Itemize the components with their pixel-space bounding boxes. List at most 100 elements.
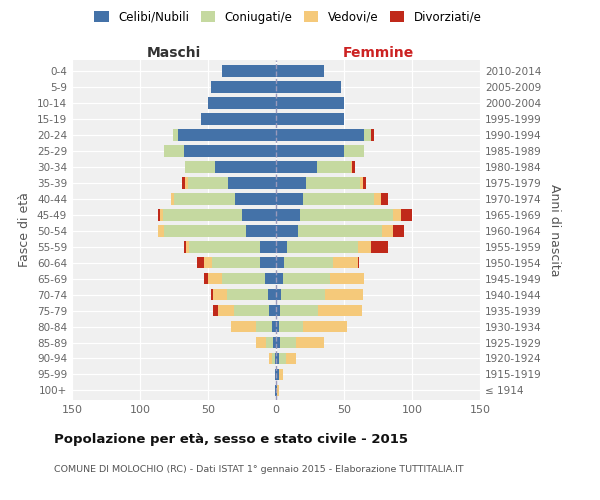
Bar — [371, 130, 374, 141]
Bar — [351, 161, 352, 172]
Bar — [276, 114, 344, 125]
Bar — [160, 209, 163, 220]
Bar — [158, 209, 160, 220]
Legend: Celibi/Nubili, Coniugati/e, Vedovi/e, Divorziati/e: Celibi/Nubili, Coniugati/e, Vedovi/e, Di… — [89, 6, 487, 28]
Bar — [231, 321, 256, 332]
Bar — [279, 321, 303, 332]
Bar — [204, 257, 212, 268]
Bar — [272, 321, 276, 332]
Bar — [284, 257, 333, 268]
Bar — [221, 66, 276, 77]
Bar — [221, 273, 265, 284]
Bar — [301, 209, 393, 220]
Bar — [242, 209, 276, 220]
Bar — [374, 193, 381, 204]
Bar — [178, 130, 276, 141]
Bar — [303, 321, 347, 332]
Bar — [276, 368, 279, 380]
Bar — [273, 337, 276, 348]
Bar — [333, 257, 358, 268]
Bar — [276, 130, 364, 141]
Text: Femmine: Femmine — [343, 46, 413, 60]
Bar — [174, 193, 235, 204]
Bar — [173, 130, 178, 141]
Bar — [269, 305, 276, 316]
Bar — [188, 177, 229, 188]
Bar — [279, 353, 286, 364]
Bar — [268, 289, 276, 300]
Bar — [184, 145, 276, 156]
Bar — [318, 305, 362, 316]
Bar — [214, 305, 218, 316]
Bar — [371, 241, 388, 252]
Text: Popolazione per età, sesso e stato civile - 2015: Popolazione per età, sesso e stato civil… — [54, 432, 408, 446]
Bar — [393, 225, 404, 236]
Bar — [401, 209, 412, 220]
Bar — [276, 145, 344, 156]
Bar — [276, 161, 317, 172]
Bar — [276, 82, 341, 93]
Bar — [393, 209, 401, 220]
Bar — [235, 193, 276, 204]
Bar — [201, 114, 276, 125]
Text: COMUNE DI MOLOCHIO (RC) - Dati ISTAT 1° gennaio 2015 - Elaborazione TUTTITALIA.I: COMUNE DI MOLOCHIO (RC) - Dati ISTAT 1° … — [54, 465, 464, 474]
Bar — [298, 225, 382, 236]
Bar — [364, 130, 371, 141]
Bar — [276, 305, 280, 316]
Bar — [208, 98, 276, 109]
Bar — [276, 241, 287, 252]
Bar — [158, 225, 164, 236]
Bar — [227, 289, 268, 300]
Bar — [358, 241, 371, 252]
Bar — [276, 337, 280, 348]
Bar — [275, 384, 276, 396]
Bar — [163, 209, 242, 220]
Bar — [280, 305, 318, 316]
Bar — [276, 225, 298, 236]
Bar — [303, 193, 374, 204]
Bar — [265, 273, 276, 284]
Bar — [164, 145, 184, 156]
Bar — [208, 273, 221, 284]
Bar — [296, 337, 323, 348]
Bar — [189, 241, 260, 252]
Bar — [352, 161, 355, 172]
Bar — [280, 337, 296, 348]
Bar — [256, 337, 266, 348]
Bar — [286, 353, 296, 364]
Bar — [276, 193, 303, 204]
Bar — [214, 289, 227, 300]
Bar — [331, 273, 364, 284]
Bar — [272, 353, 275, 364]
Bar — [229, 177, 276, 188]
Bar — [197, 257, 204, 268]
Bar — [204, 273, 208, 284]
Bar — [344, 145, 364, 156]
Bar — [276, 98, 344, 109]
Bar — [276, 209, 301, 220]
Bar — [276, 321, 279, 332]
Bar — [325, 289, 363, 300]
Bar — [184, 241, 186, 252]
Bar — [215, 161, 276, 172]
Bar — [382, 225, 393, 236]
Bar — [260, 241, 276, 252]
Bar — [277, 384, 279, 396]
Bar — [363, 177, 366, 188]
Y-axis label: Anni di nascita: Anni di nascita — [548, 184, 561, 276]
Bar — [361, 177, 363, 188]
Text: Maschi: Maschi — [147, 46, 201, 60]
Bar — [276, 257, 284, 268]
Bar — [276, 289, 281, 300]
Bar — [212, 257, 260, 268]
Bar — [358, 257, 359, 268]
Bar — [164, 225, 246, 236]
Bar — [283, 273, 331, 284]
Bar — [185, 177, 188, 188]
Bar — [266, 337, 273, 348]
Bar — [317, 161, 351, 172]
Bar — [276, 273, 283, 284]
Bar — [381, 193, 388, 204]
Bar — [276, 66, 323, 77]
Bar — [182, 177, 185, 188]
